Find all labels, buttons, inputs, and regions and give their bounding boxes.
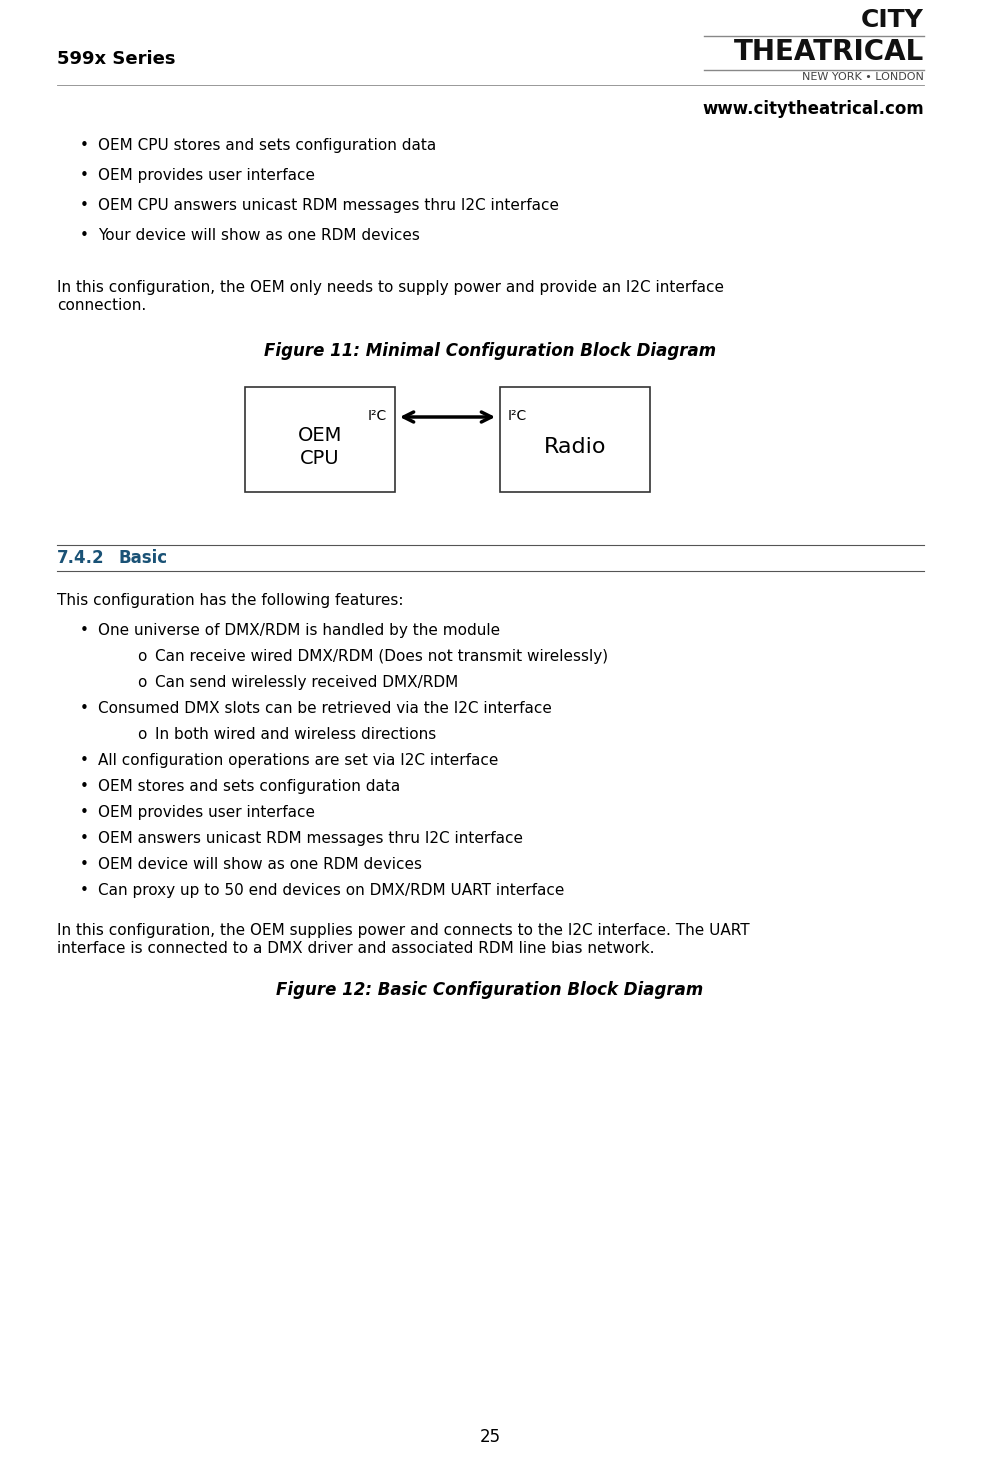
Text: I²C: I²C bbox=[368, 410, 387, 423]
Text: OEM stores and sets configuration data: OEM stores and sets configuration data bbox=[98, 780, 400, 794]
Bar bbox=[500, 388, 650, 492]
Text: Consumed DMX slots can be retrieved via the I2C interface: Consumed DMX slots can be retrieved via … bbox=[98, 702, 552, 716]
Text: Can proxy up to 50 end devices on DMX/RDM UART interface: Can proxy up to 50 end devices on DMX/RD… bbox=[98, 882, 564, 898]
Text: •: • bbox=[80, 138, 89, 153]
Text: Your device will show as one RDM devices: Your device will show as one RDM devices bbox=[98, 228, 420, 244]
Text: In this configuration, the OEM only needs to supply power and provide an I2C int: In this configuration, the OEM only need… bbox=[57, 280, 724, 295]
Text: I²C: I²C bbox=[508, 410, 527, 423]
Bar bbox=[245, 388, 395, 492]
Text: This configuration has the following features:: This configuration has the following fea… bbox=[57, 593, 403, 608]
Text: All configuration operations are set via I2C interface: All configuration operations are set via… bbox=[98, 753, 498, 768]
Text: •: • bbox=[80, 804, 89, 821]
Text: •: • bbox=[80, 702, 89, 716]
Text: •: • bbox=[80, 167, 89, 184]
Text: Can receive wired DMX/RDM (Does not transmit wirelessly): Can receive wired DMX/RDM (Does not tran… bbox=[155, 649, 608, 664]
Text: •: • bbox=[80, 831, 89, 846]
Text: Can send wirelessly received DMX/RDM: Can send wirelessly received DMX/RDM bbox=[155, 675, 458, 690]
Text: OEM
CPU: OEM CPU bbox=[298, 426, 342, 468]
Text: Radio: Radio bbox=[543, 437, 606, 457]
Text: Basic: Basic bbox=[119, 549, 168, 567]
Text: NEW YORK • LONDON: NEW YORK • LONDON bbox=[802, 72, 924, 82]
Text: 599x Series: 599x Series bbox=[57, 50, 176, 68]
Text: 7.4.2: 7.4.2 bbox=[57, 549, 105, 567]
Text: interface is connected to a DMX driver and associated RDM line bias network.: interface is connected to a DMX driver a… bbox=[57, 941, 654, 956]
Text: CITY: CITY bbox=[861, 7, 924, 32]
Text: •: • bbox=[80, 622, 89, 639]
Text: o: o bbox=[137, 727, 146, 741]
Text: OEM provides user interface: OEM provides user interface bbox=[98, 167, 315, 184]
Text: OEM device will show as one RDM devices: OEM device will show as one RDM devices bbox=[98, 857, 422, 872]
Text: o: o bbox=[137, 675, 146, 690]
Text: One universe of DMX/RDM is handled by the module: One universe of DMX/RDM is handled by th… bbox=[98, 622, 500, 639]
Text: •: • bbox=[80, 857, 89, 872]
Text: o: o bbox=[137, 649, 146, 664]
Text: www.citytheatrical.com: www.citytheatrical.com bbox=[702, 100, 924, 117]
Text: •: • bbox=[80, 753, 89, 768]
Text: OEM provides user interface: OEM provides user interface bbox=[98, 804, 315, 821]
Text: Figure 11: Minimal Configuration Block Diagram: Figure 11: Minimal Configuration Block D… bbox=[264, 342, 716, 360]
Text: •: • bbox=[80, 882, 89, 898]
Text: •: • bbox=[80, 228, 89, 244]
Text: Figure 12: Basic Configuration Block Diagram: Figure 12: Basic Configuration Block Dia… bbox=[277, 981, 703, 1000]
Text: THEATRICAL: THEATRICAL bbox=[734, 38, 924, 66]
Text: In both wired and wireless directions: In both wired and wireless directions bbox=[155, 727, 437, 741]
Text: In this configuration, the OEM supplies power and connects to the I2C interface.: In this configuration, the OEM supplies … bbox=[57, 923, 749, 938]
Text: •: • bbox=[80, 198, 89, 213]
Text: OEM CPU answers unicast RDM messages thru I2C interface: OEM CPU answers unicast RDM messages thr… bbox=[98, 198, 559, 213]
Text: 25: 25 bbox=[480, 1428, 500, 1446]
Text: connection.: connection. bbox=[57, 298, 146, 313]
Text: OEM CPU stores and sets configuration data: OEM CPU stores and sets configuration da… bbox=[98, 138, 437, 153]
Text: •: • bbox=[80, 780, 89, 794]
Text: OEM answers unicast RDM messages thru I2C interface: OEM answers unicast RDM messages thru I2… bbox=[98, 831, 523, 846]
